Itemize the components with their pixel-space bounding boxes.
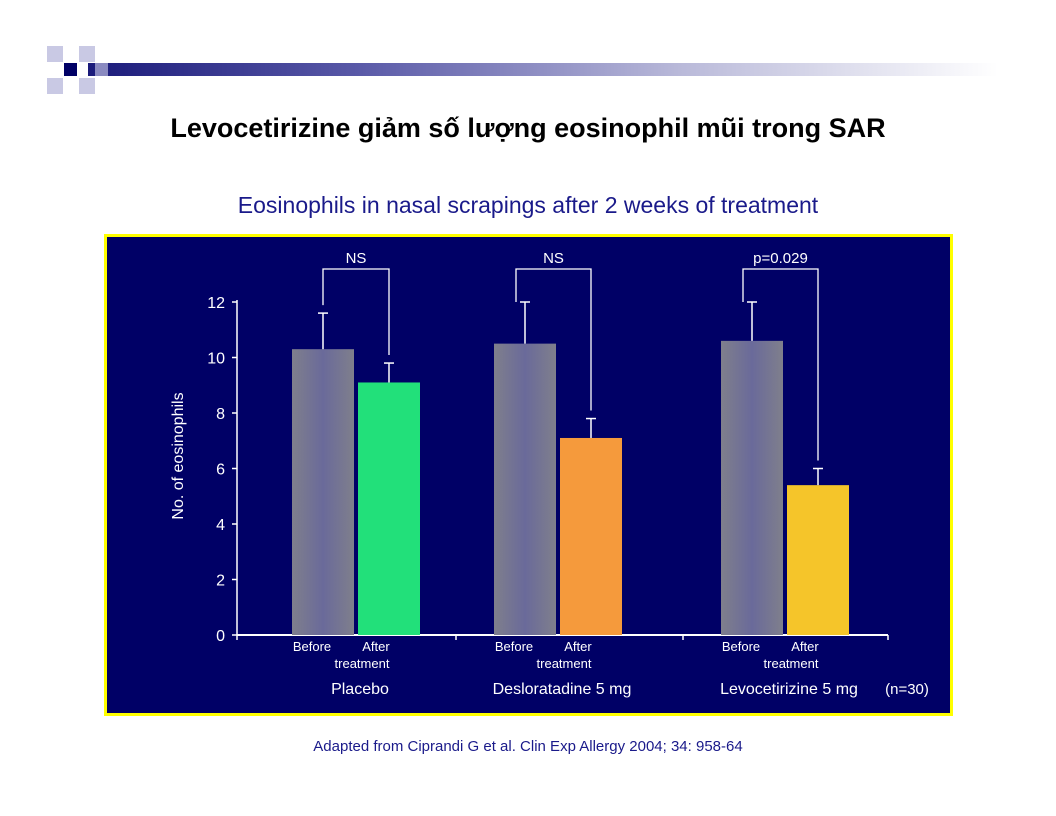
chart-title: Eosinophils in nasal scrapings after 2 w… xyxy=(237,192,819,218)
citation: Adapted from Ciprandi G et al. Clin Exp … xyxy=(313,738,743,755)
y-tick-label: 8 xyxy=(216,406,225,423)
bars xyxy=(292,268,849,635)
significance-bracket xyxy=(322,268,390,356)
significance-label: p=0.029 xyxy=(753,250,808,267)
group-label: Desloratadine 5 mg xyxy=(493,681,632,698)
bar-sublabel: treatment xyxy=(335,656,390,671)
bar-after xyxy=(787,485,849,635)
chart-frame: 0 2 4 6 8 10 12 NS Before After treatment Placebo N… xyxy=(104,234,953,716)
bar-sublabel: treatment xyxy=(764,656,819,671)
significance-bracket xyxy=(742,268,819,461)
bar-before xyxy=(494,343,556,635)
bar-before xyxy=(292,349,354,635)
bar-after xyxy=(560,437,622,635)
group-label: Placebo xyxy=(331,681,389,698)
y-tick-label: 0 xyxy=(216,628,225,645)
slide-title: Levocetirizine giảm số lượng eosinophil … xyxy=(170,113,886,143)
y-tick-label: 4 xyxy=(216,517,225,534)
bar-label-before: Before xyxy=(722,639,760,654)
y-axis-label: No. of eosinophils xyxy=(170,392,187,519)
y-tick-label: 10 xyxy=(207,351,225,368)
header-gradient-bar xyxy=(88,63,998,76)
bar-after xyxy=(358,382,420,635)
bar-label-after: After xyxy=(362,639,390,654)
bar-label-before: Before xyxy=(495,639,533,654)
bar-before xyxy=(721,340,783,635)
bar-label-after: After xyxy=(791,639,819,654)
bar-label-after: After xyxy=(564,639,592,654)
decor-square xyxy=(64,63,77,76)
group-label: Levocetirizine 5 mg xyxy=(720,681,858,698)
labels: NS Before After treatment Placebo NS Before Aft… xyxy=(293,250,858,698)
decor-square xyxy=(79,46,95,62)
decor-square xyxy=(47,46,63,62)
y-tick-label: 2 xyxy=(216,573,225,590)
significance-label: NS xyxy=(346,250,367,267)
bar-label-before: Before xyxy=(293,639,331,654)
decor-square xyxy=(79,78,95,94)
y-tick-label: 12 xyxy=(207,295,225,312)
decor-square xyxy=(95,63,108,76)
sample-note: (n=30) xyxy=(885,681,929,698)
significance-label: NS xyxy=(543,250,564,267)
bar-sublabel: treatment xyxy=(537,656,592,671)
significance-bracket xyxy=(515,268,592,411)
y-tick-label: 6 xyxy=(216,462,225,479)
decor-square xyxy=(47,78,63,94)
